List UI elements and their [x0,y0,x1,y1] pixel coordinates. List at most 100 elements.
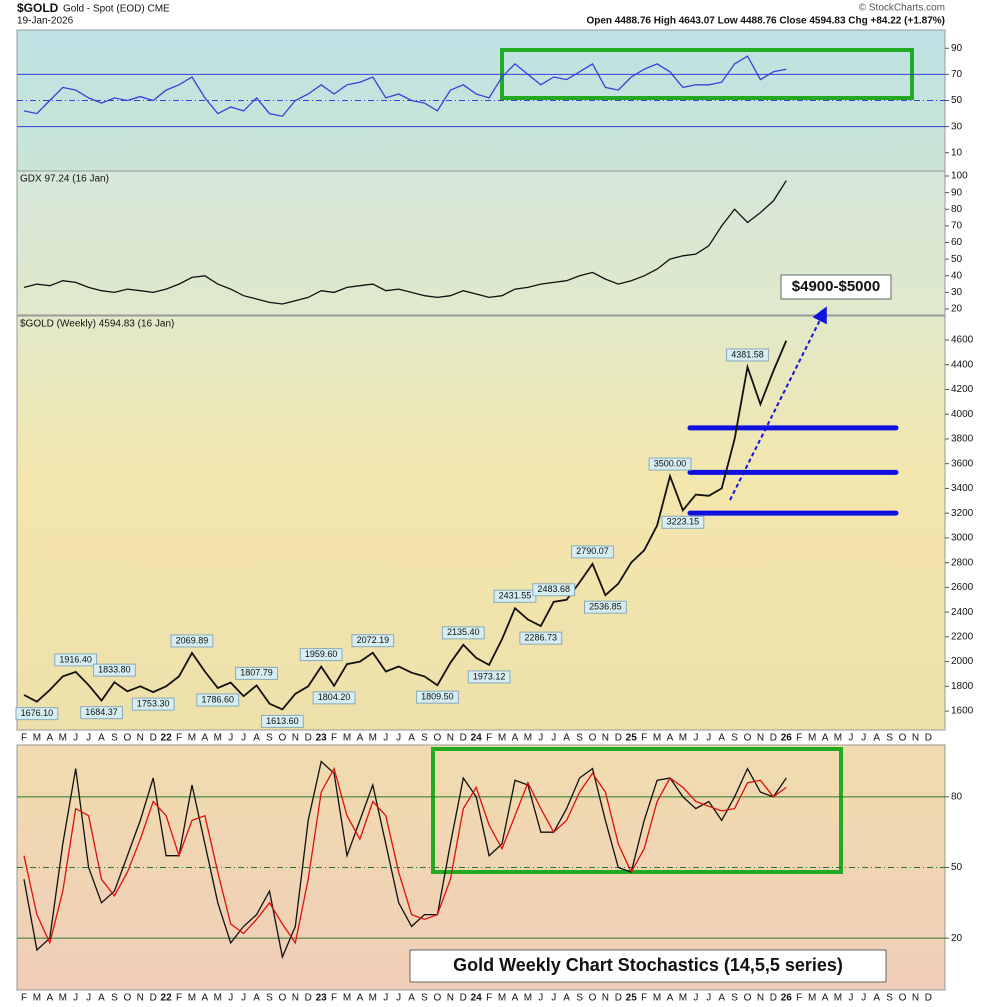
value-label-box [532,583,576,597]
x-tick-label: 26 [781,993,793,1004]
x-tick-label: F [486,733,492,744]
value-label-box [584,600,627,614]
x-tick-label: D [770,733,777,744]
x-tick-label: O [589,733,597,744]
target-label: $4900-$5000 [792,278,880,295]
value-label: 1833.80 [98,665,131,675]
x-tick-label: M [343,733,351,744]
x-tick-label: O [279,733,287,744]
y-tick-label: 20 [951,304,963,315]
x-tick-label: O [899,733,907,744]
x-tick-label: F [21,733,27,744]
value-label: 2790.07 [576,546,609,556]
x-tick-label: M [188,733,196,744]
projection-arrow [729,306,827,501]
x-tick-label: N [757,733,764,744]
x-tick-label: F [796,993,802,1004]
x-tick-label: A [822,733,829,744]
value-label: 4381.58 [731,349,764,359]
value-label-box [441,626,485,640]
y-tick-label: 4400 [951,359,974,370]
x-tick-label: M [369,993,377,1004]
value-label-box [299,648,343,662]
x-tick-label: N [292,993,299,1004]
date: 19-Jan-2026 [17,16,74,27]
y-tick-label: 2800 [951,557,974,568]
x-tick-label: 22 [161,733,173,744]
y-tick-label: 50 [951,95,963,106]
y-tick-label: 30 [951,287,963,298]
x-tick-label: F [641,733,647,744]
y-tick-label: 2400 [951,607,974,618]
value-label-box [196,693,240,707]
value-label: 2431.55 [499,591,532,601]
x-tick-label: A [667,733,674,744]
x-tick-label: M [214,733,222,744]
x-tick-label: 26 [781,733,793,744]
x-tick-label: M [59,733,67,744]
x-tick-label: M [808,993,816,1004]
value-label: 2483.68 [537,584,570,594]
x-tick-label: J [73,733,78,744]
series-line [23,340,788,711]
x-tick-label: A [357,993,364,1004]
caption: Gold Weekly Chart Stochastics (14,5,5 se… [453,955,843,975]
value-label-box [726,348,769,362]
x-tick-label: S [576,733,583,744]
x-tick-label: M [33,993,41,1004]
x-tick-label: A [408,733,415,744]
x-tick-label: N [447,733,454,744]
x-tick-label: A [253,993,260,1004]
value-label-box [351,634,395,648]
symbol-name: Gold - Spot (EOD) CME [63,4,170,15]
x-tick-label: M [498,733,506,744]
y-tick-label: 4600 [951,335,974,346]
y-tick-label: 2600 [951,582,974,593]
panel-title: $GOLD (Weekly) 4594.83 (16 Jan) [20,319,174,330]
x-tick-label: D [305,993,312,1004]
x-tick-label: O [279,993,287,1004]
x-tick-label: N [137,993,144,1004]
x-tick-label: O [899,993,907,1004]
x-tick-label: S [886,733,893,744]
x-tick-label: D [460,993,467,1004]
value-label: 1807.79 [240,668,273,678]
value-label-box [519,631,563,645]
x-tick-label: A [873,993,880,1004]
x-tick-label: M [808,733,816,744]
x-tick-label: F [176,733,182,744]
value-label-box [467,670,511,684]
x-tick-label: M [498,993,506,1004]
x-tick-label: A [408,993,415,1004]
x-tick-label: J [693,993,698,1004]
x-tick-label: J [848,993,853,1004]
value-label: 1676.10 [21,708,54,718]
symbol: $GOLD [17,1,59,15]
value-label: 3500.00 [654,458,687,468]
x-tick-label: J [693,733,698,744]
value-label: 1753.30 [137,698,170,708]
value-label: 2536.85 [589,602,622,612]
value-label: 1684.37 [85,707,118,717]
value-label: 2072.19 [357,635,390,645]
x-tick-label: F [176,993,182,1004]
x-tick-label: D [150,993,157,1004]
value-label-box [93,663,136,677]
y-tick-label: 30 [951,121,963,132]
x-tick-label: S [421,993,428,1004]
y-tick-label: 2000 [951,656,974,667]
x-tick-label: N [757,993,764,1004]
x-tick-label: S [731,733,738,744]
y-tick-label: 10 [951,147,963,158]
series-line [23,55,787,117]
x-tick-label: A [667,993,674,1004]
x-tick-label: N [912,733,919,744]
value-label-box [54,653,98,667]
series-line [23,760,787,960]
value-label-box [571,545,614,559]
x-tick-label: A [822,993,829,1004]
x-tick-label: S [266,993,273,1004]
x-tick-label: J [241,993,246,1004]
y-tick-label: 3600 [951,458,974,469]
